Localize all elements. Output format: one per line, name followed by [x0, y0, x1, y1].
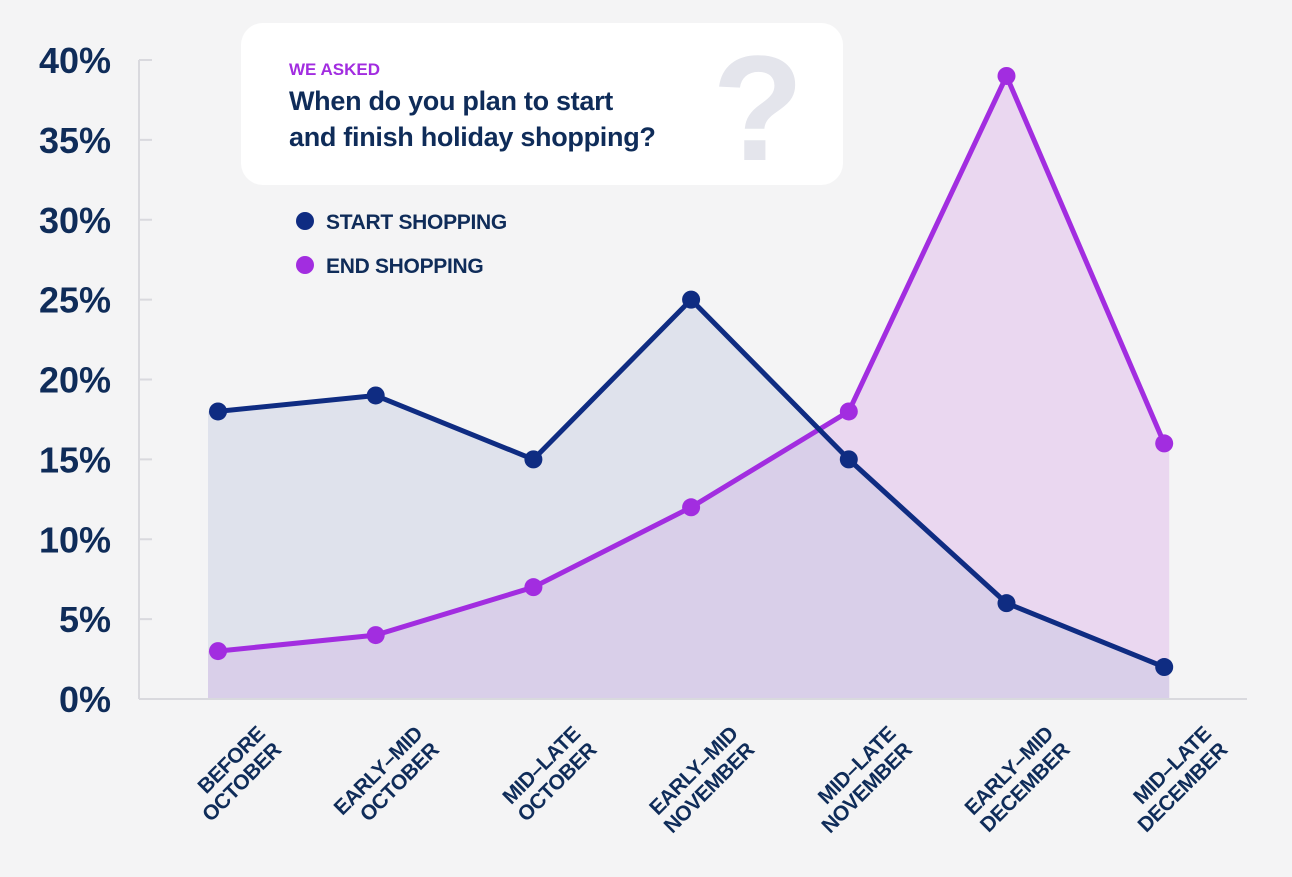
end-point-5	[997, 66, 1016, 85]
end-point-6	[1155, 434, 1174, 453]
start-point-5	[997, 594, 1016, 613]
legend-label-start: START SHOPPING	[326, 211, 507, 234]
end-point-3	[682, 498, 701, 517]
y-tick-label: 40%	[39, 40, 111, 81]
x-tick-label: BEFOREOCTOBER	[182, 722, 286, 826]
y-tick-label: 10%	[39, 519, 111, 560]
legend-marker-start	[296, 212, 314, 230]
question-line-1: When do you plan to start	[289, 86, 613, 116]
question-card: ? WE ASKED When do you plan to start and…	[241, 23, 843, 192]
start-point-4	[839, 450, 858, 469]
legend-label-end: END SHOPPING	[326, 255, 483, 278]
x-axis-ticks: BEFOREOCTOBER EARLY–MIDOCTOBER MID–LATEOCT…	[182, 722, 1233, 838]
y-tick-label: 5%	[59, 599, 111, 640]
question-line-2: and finish holiday shopping?	[289, 122, 656, 152]
y-tick-label: 35%	[39, 120, 111, 161]
start-point-2	[524, 450, 543, 469]
legend: START SHOPPING END SHOPPING	[296, 211, 507, 278]
start-point-0	[209, 402, 227, 421]
x-tick-label: MID–LATEDECEMBER	[1117, 722, 1232, 837]
y-tick-label: 15%	[39, 439, 111, 480]
question-mark-icon: ?	[712, 24, 804, 192]
legend-marker-end	[296, 256, 314, 274]
start-shopping-points	[209, 290, 1174, 677]
x-tick-label: MID–LATENOVEMBER	[801, 722, 917, 838]
y-axis-ticks: 0% 5% 10% 15% 20% 25% 30% 35% 40%	[39, 40, 152, 720]
end-point-4	[839, 402, 858, 421]
end-point-2	[524, 578, 543, 597]
end-point-0	[209, 642, 227, 661]
y-tick-label: 0%	[59, 679, 111, 720]
start-point-6	[1155, 658, 1174, 677]
x-tick-label: MID–LATEOCTOBER	[497, 722, 601, 826]
start-point-1	[366, 386, 385, 405]
end-point-1	[366, 626, 385, 645]
end-shopping-points	[209, 66, 1174, 661]
question-card-background	[241, 23, 843, 185]
x-tick-label: EARLY–MIDOCTOBER	[330, 722, 444, 836]
x-tick-label: EARLY–MIDNOVEMBER	[643, 722, 759, 838]
y-tick-label: 20%	[39, 360, 111, 401]
y-tick-label: 25%	[39, 280, 111, 321]
x-tick-label: EARLY–MIDDECEMBER	[960, 722, 1075, 837]
kicker-label: WE ASKED	[289, 60, 380, 79]
y-tick-label: 30%	[39, 200, 111, 241]
start-point-3	[682, 290, 701, 309]
